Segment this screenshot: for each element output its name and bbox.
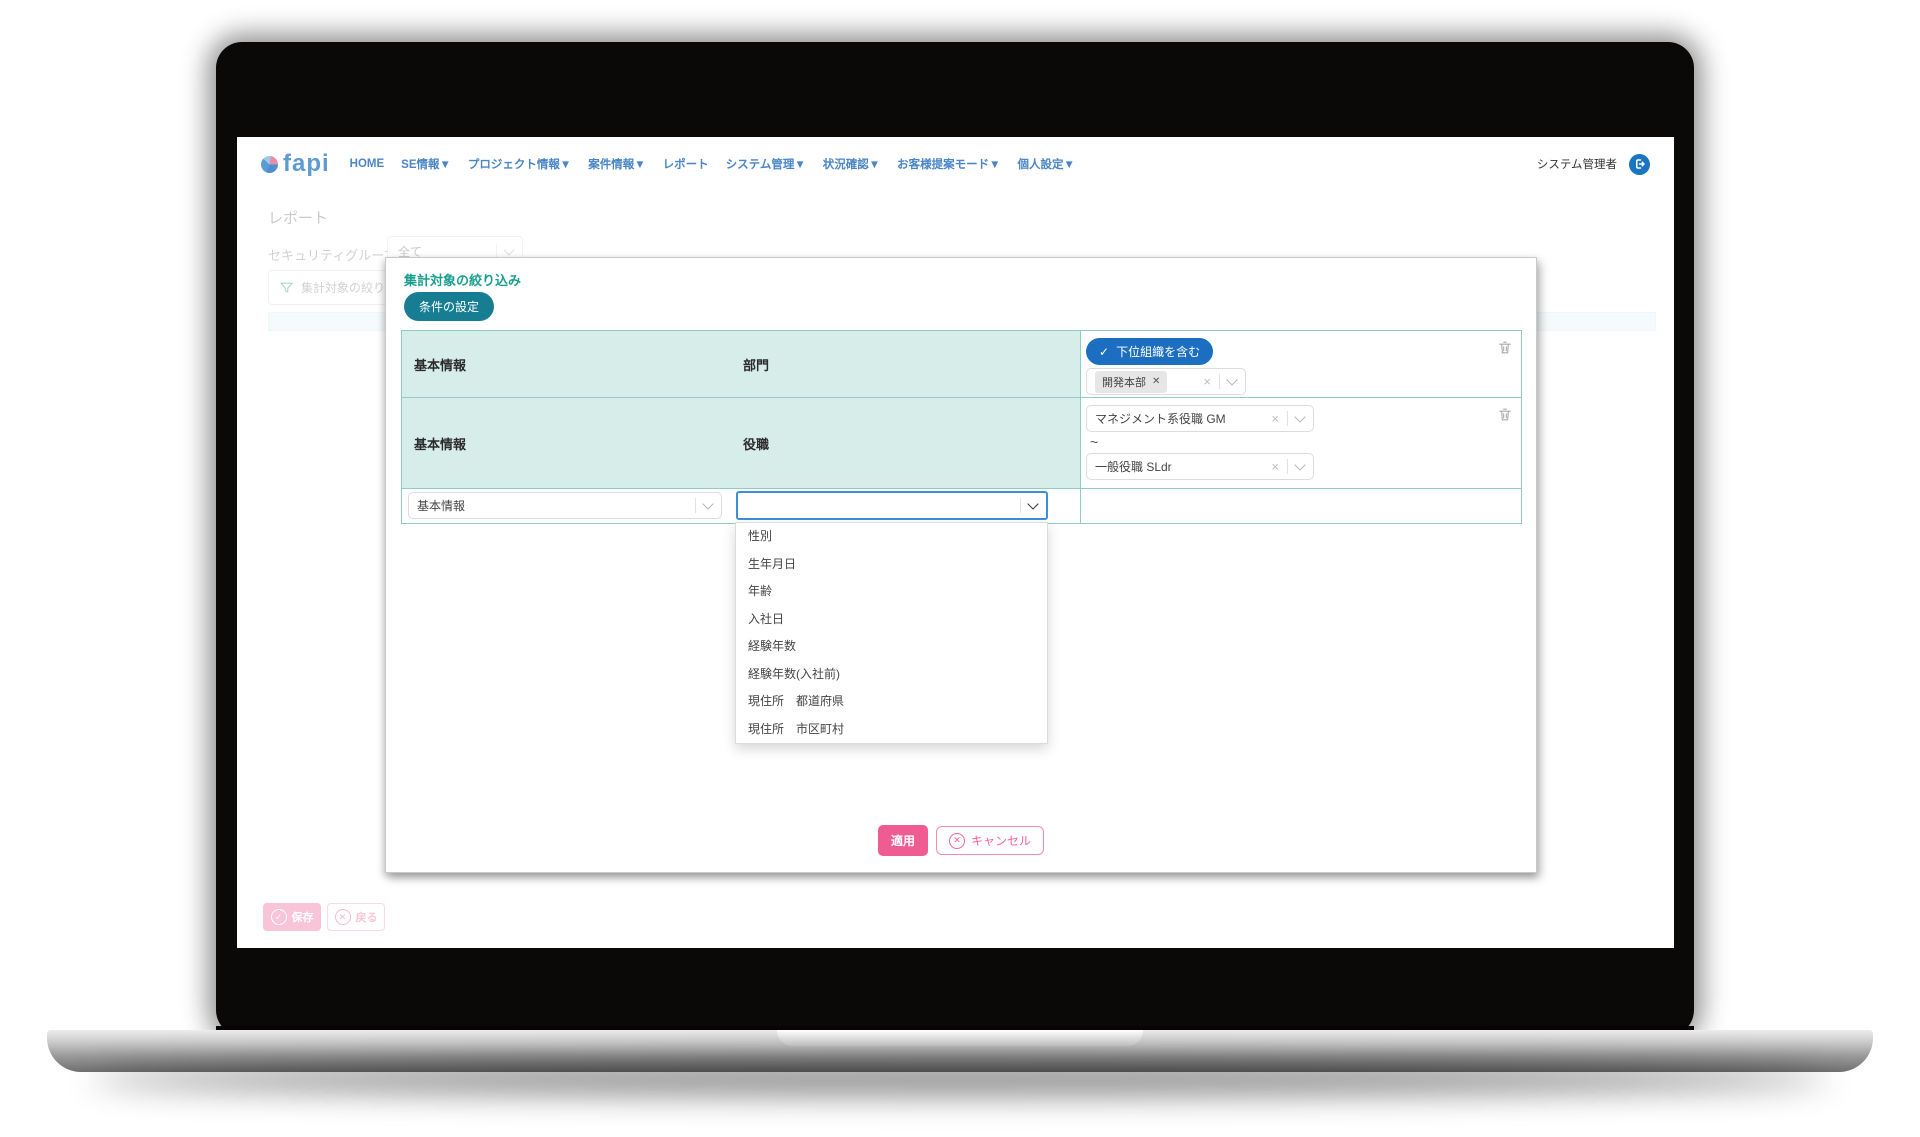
row2-category-label: 基本情報 <box>414 436 467 452</box>
role-range-to-select[interactable]: 一般役職 SLdr × <box>1086 453 1314 480</box>
selected-tag: 開発本部 ✕ <box>1095 370 1168 393</box>
clear-icon[interactable]: × <box>1203 374 1211 389</box>
logout-icon <box>1635 159 1645 169</box>
condition-table: 基本情報 部門 ✓ 下位組織を含む 開発本部 ✕ <box>401 330 1522 524</box>
department-multiselect[interactable]: 開発本部 ✕ × <box>1086 368 1246 395</box>
apply-button[interactable]: 適用 <box>877 825 928 856</box>
condition-row-department: 基本情報 部門 ✓ 下位組織を含む 開発本部 ✕ <box>402 331 1521 397</box>
condition-row-new: 基本情報 <box>402 488 1521 523</box>
nav-item-system-admin[interactable]: システム管理▼ <box>725 159 806 171</box>
x-circle-icon: ✕ <box>949 832 965 849</box>
cancel-button[interactable]: ✕ キャンセル <box>936 826 1045 855</box>
option-address-city[interactable]: 現住所 市区町村 <box>748 721 845 736</box>
app-screen: fapi HOME SE情報▼ プロジェクト情報▼ 案件情報▼ レポート システ… <box>237 137 1674 948</box>
nav-item-case-info[interactable]: 案件情報▼ <box>588 159 646 171</box>
clear-icon[interactable]: × <box>1271 459 1279 474</box>
delete-row-button[interactable] <box>1497 406 1513 428</box>
cancel-button-label: キャンセル <box>971 834 1032 848</box>
category-select[interactable]: 基本情報 <box>408 492 722 519</box>
option-gender[interactable]: 性別 <box>748 529 773 543</box>
filter-modal: 集計対象の絞り込み 条件の設定 基本情報 部門 ✓ 下位組織を含む 開発本部 <box>385 257 1537 873</box>
nav-item-status-check[interactable]: 状況確認▼ <box>822 159 881 171</box>
logout-button[interactable] <box>1629 153 1650 175</box>
condition-settings-button[interactable]: 条件の設定 <box>404 292 495 321</box>
chevron-down-icon[interactable] <box>702 497 714 510</box>
role-from-value: マネジメント系役職 GM <box>1095 412 1226 426</box>
row1-field-label: 部門 <box>743 357 770 373</box>
trash-icon <box>1499 408 1511 421</box>
delete-row-button[interactable] <box>1497 339 1513 361</box>
nav-item-se-info[interactable]: SE情報▼ <box>401 159 451 171</box>
chevron-down-icon[interactable] <box>1027 497 1039 510</box>
row1-category-label: 基本情報 <box>414 357 467 373</box>
logo-text: fapi <box>283 150 330 177</box>
option-birthdate[interactable]: 生年月日 <box>748 556 797 571</box>
laptop-shadow <box>90 1064 1830 1094</box>
range-separator: ~ <box>1090 434 1099 450</box>
category-value: 基本情報 <box>417 499 466 513</box>
nav-item-project-info[interactable]: プロジェクト情報▼ <box>467 159 572 171</box>
option-hire-date[interactable]: 入社日 <box>748 611 785 626</box>
nav-item-customer-proposal[interactable]: お客様提案モード▼ <box>897 159 1001 171</box>
role-to-value: 一般役職 SLdr <box>1095 460 1172 474</box>
chevron-down-icon[interactable] <box>1294 458 1306 471</box>
modal-footer: 適用 ✕ キャンセル <box>386 825 1536 856</box>
option-years-experience-before[interactable]: 経験年数(入社前) <box>748 666 840 681</box>
option-address-prefecture[interactable]: 現住所 都道府県 <box>748 694 845 708</box>
clear-icon[interactable]: × <box>1271 411 1279 426</box>
navbar: fapi HOME SE情報▼ プロジェクト情報▼ 案件情報▼ レポート システ… <box>237 137 1674 191</box>
chevron-down-icon[interactable] <box>1294 410 1306 423</box>
logged-in-user-label: システム管理者 <box>1536 159 1617 171</box>
modal-title: 集計対象の絞り込み <box>404 273 522 288</box>
laptop-base-notch <box>777 1030 1143 1046</box>
logo-globe-icon <box>261 155 278 173</box>
nav-item-personal-settings[interactable]: 個人設定▼ <box>1017 159 1075 171</box>
role-range-from-select[interactable]: マネジメント系役職 GM × <box>1086 405 1314 432</box>
include-sub-org-label: 下位組織を含む <box>1116 345 1201 359</box>
empty-cell <box>1080 489 1521 523</box>
app-logo[interactable]: fapi <box>261 152 330 176</box>
condition-row-role: 基本情報 役職 マネジメント系役職 GM × ~ 一般役職 SLdr <box>402 397 1521 488</box>
nav-menu: HOME SE情報▼ プロジェクト情報▼ 案件情報▼ レポート システム管理▼ … <box>350 156 1075 172</box>
field-options-dropdown: 性別 生年月日 年齢 入社日 経験年数 経験年数(入社前) 現住所 都道府県 現… <box>735 522 1048 744</box>
include-sub-org-toggle[interactable]: ✓ 下位組織を含む <box>1086 338 1214 365</box>
tag-remove-icon[interactable]: ✕ <box>1152 375 1161 387</box>
nav-item-report[interactable]: レポート <box>662 159 709 171</box>
chevron-down-icon[interactable] <box>1226 373 1238 386</box>
check-icon: ✓ <box>1099 344 1110 359</box>
field-select-focused[interactable] <box>736 491 1048 520</box>
trash-icon <box>1499 341 1511 354</box>
tag-label: 開発本部 <box>1102 376 1146 389</box>
option-age[interactable]: 年齢 <box>748 584 773 598</box>
row2-field-label: 役職 <box>743 436 770 452</box>
nav-item-home[interactable]: HOME <box>349 158 385 170</box>
option-years-experience[interactable]: 経験年数 <box>748 639 797 653</box>
